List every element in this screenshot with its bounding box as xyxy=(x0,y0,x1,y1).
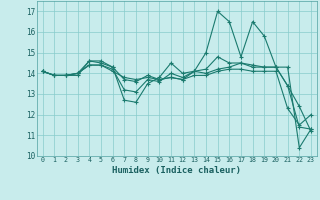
X-axis label: Humidex (Indice chaleur): Humidex (Indice chaleur) xyxy=(112,166,241,175)
